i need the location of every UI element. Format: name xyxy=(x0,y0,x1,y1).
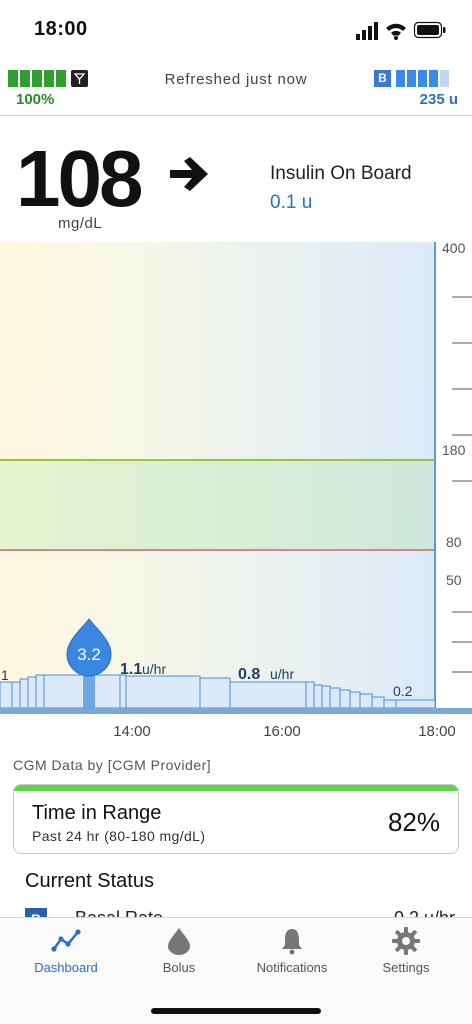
basal-bar xyxy=(321,685,331,709)
tab-dashboard-label: Dashboard xyxy=(34,960,98,975)
status-time: 18:00 xyxy=(34,18,88,40)
status-icons xyxy=(356,21,446,40)
basal-bar xyxy=(19,678,29,709)
basal-bar xyxy=(305,681,315,709)
x-tick-1800: 18:00 xyxy=(418,723,456,740)
basal-bar xyxy=(371,696,385,709)
basal-bar xyxy=(383,699,397,709)
basal-bar xyxy=(349,691,361,709)
pump-battery-percent: 100% xyxy=(16,91,55,108)
chart-svg[interactable]: 400 180 80 50 3.2 1 1.1 u/hr 0.8 u/hr 0.… xyxy=(0,242,472,746)
basal-bar xyxy=(329,687,341,709)
home-indicator xyxy=(151,1008,321,1014)
tab-settings-label: Settings xyxy=(382,960,430,975)
basal-rate-value: 0.2 u/hr xyxy=(393,908,455,918)
current-status-row[interactable]: B Basal Rate 0.2 u/hr xyxy=(25,906,455,918)
cgm-provider-label: CGM Data by [CGM Provider] xyxy=(13,757,212,773)
basal-label-3-unit: u/hr xyxy=(270,666,294,682)
drop-icon xyxy=(168,928,190,955)
bolus-marker: 3.2 xyxy=(66,618,112,677)
basal-rate-label: Basal Rate xyxy=(75,908,164,918)
tab-settings[interactable]: Settings xyxy=(347,918,465,988)
bolus-stem xyxy=(83,674,95,710)
glucose-value: 108 xyxy=(16,134,143,223)
refresh-status: Refreshed just now xyxy=(164,71,308,88)
tab-bar: Dashboard Bolus Notifications xyxy=(0,917,472,1024)
time-in-range-accent xyxy=(14,785,458,791)
glucose-insulin-chart[interactable]: 400 180 80 50 3.2 1 1.1 u/hr 0.8 u/hr 0.… xyxy=(0,242,472,746)
gear-icon xyxy=(392,927,420,955)
y-tick-180: 180 xyxy=(442,442,466,458)
basal-bar xyxy=(199,677,231,709)
basal-bar xyxy=(43,674,121,709)
time-in-range-title: Time in Range xyxy=(32,802,162,824)
status-bar: 18:00 xyxy=(0,0,472,56)
current-status-heading: Current Status xyxy=(25,870,154,892)
basal-bar xyxy=(125,675,201,709)
reservoir-units: 235 u xyxy=(419,91,458,108)
y-tick-80: 80 xyxy=(446,534,462,550)
basal-bar xyxy=(339,689,351,709)
basal-label-2-unit: u/hr xyxy=(142,661,166,677)
arrow-right-icon xyxy=(170,157,208,191)
dashboard-chart-icon xyxy=(51,929,81,952)
basal-bar xyxy=(0,681,13,709)
x-tick-1600: 16:00 xyxy=(263,723,301,740)
basal-bar xyxy=(119,674,127,709)
bell-icon xyxy=(282,929,302,955)
tab-notifications-label: Notifications xyxy=(256,960,328,975)
battery-icon xyxy=(413,21,446,39)
wifi-icon xyxy=(386,23,406,40)
glucose-panel[interactable]: 108 mg/dL Insulin On Board 0.1 u xyxy=(0,117,472,242)
y-tick-400: 400 xyxy=(442,242,466,256)
x-tick-1400: 14:00 xyxy=(113,723,151,740)
basal-bar xyxy=(313,684,323,709)
cellular-signal-icon xyxy=(356,22,378,40)
iob-label: Insulin On Board xyxy=(270,163,412,184)
y-axis-ticks xyxy=(452,296,472,673)
glucose-unit: mg/dL xyxy=(58,215,103,232)
x-axis-band xyxy=(0,710,472,746)
chart-axis-panel xyxy=(435,242,472,706)
tab-notifications[interactable]: Notifications xyxy=(233,918,351,988)
time-in-range-percent: 82% xyxy=(387,807,440,837)
time-in-range-subtitle: Past 24 hr (80-180 mg/dL) xyxy=(32,828,206,844)
tab-bolus-label: Bolus xyxy=(162,960,196,975)
target-range-band xyxy=(0,460,435,550)
basal-bar xyxy=(27,676,37,709)
basal-bar xyxy=(35,674,45,709)
basal-bar xyxy=(11,681,21,709)
reservoir-badge: B xyxy=(374,70,391,87)
antenna-icon xyxy=(71,70,88,87)
bolus-label: 3.2 xyxy=(77,645,101,664)
device-status-bar[interactable]: 100% Refreshed just now B 235 u xyxy=(0,62,472,116)
pump-battery-indicator: 100% xyxy=(8,70,66,108)
basal-badge: B xyxy=(25,908,47,918)
basal-label-2: 1.1 xyxy=(120,661,142,678)
basal-label-3: 0.8 xyxy=(238,666,260,683)
basal-bars xyxy=(0,674,436,709)
basal-label-4: 0.2 xyxy=(393,683,413,699)
tab-bolus[interactable]: Bolus xyxy=(120,918,238,988)
basal-label-1: 1 xyxy=(1,667,9,683)
basal-bar xyxy=(395,699,436,709)
iob-value: 0.1 u xyxy=(270,192,313,213)
y-tick-50: 50 xyxy=(446,572,462,588)
time-in-range-card[interactable]: Time in Range Past 24 hr (80-180 mg/dL) … xyxy=(13,784,459,854)
scrub-bar xyxy=(0,708,472,714)
basal-bar xyxy=(229,681,307,709)
tab-dashboard[interactable]: Dashboard xyxy=(7,918,125,988)
reservoir-indicator: B 235 u xyxy=(374,70,464,110)
basal-bar xyxy=(359,693,373,709)
